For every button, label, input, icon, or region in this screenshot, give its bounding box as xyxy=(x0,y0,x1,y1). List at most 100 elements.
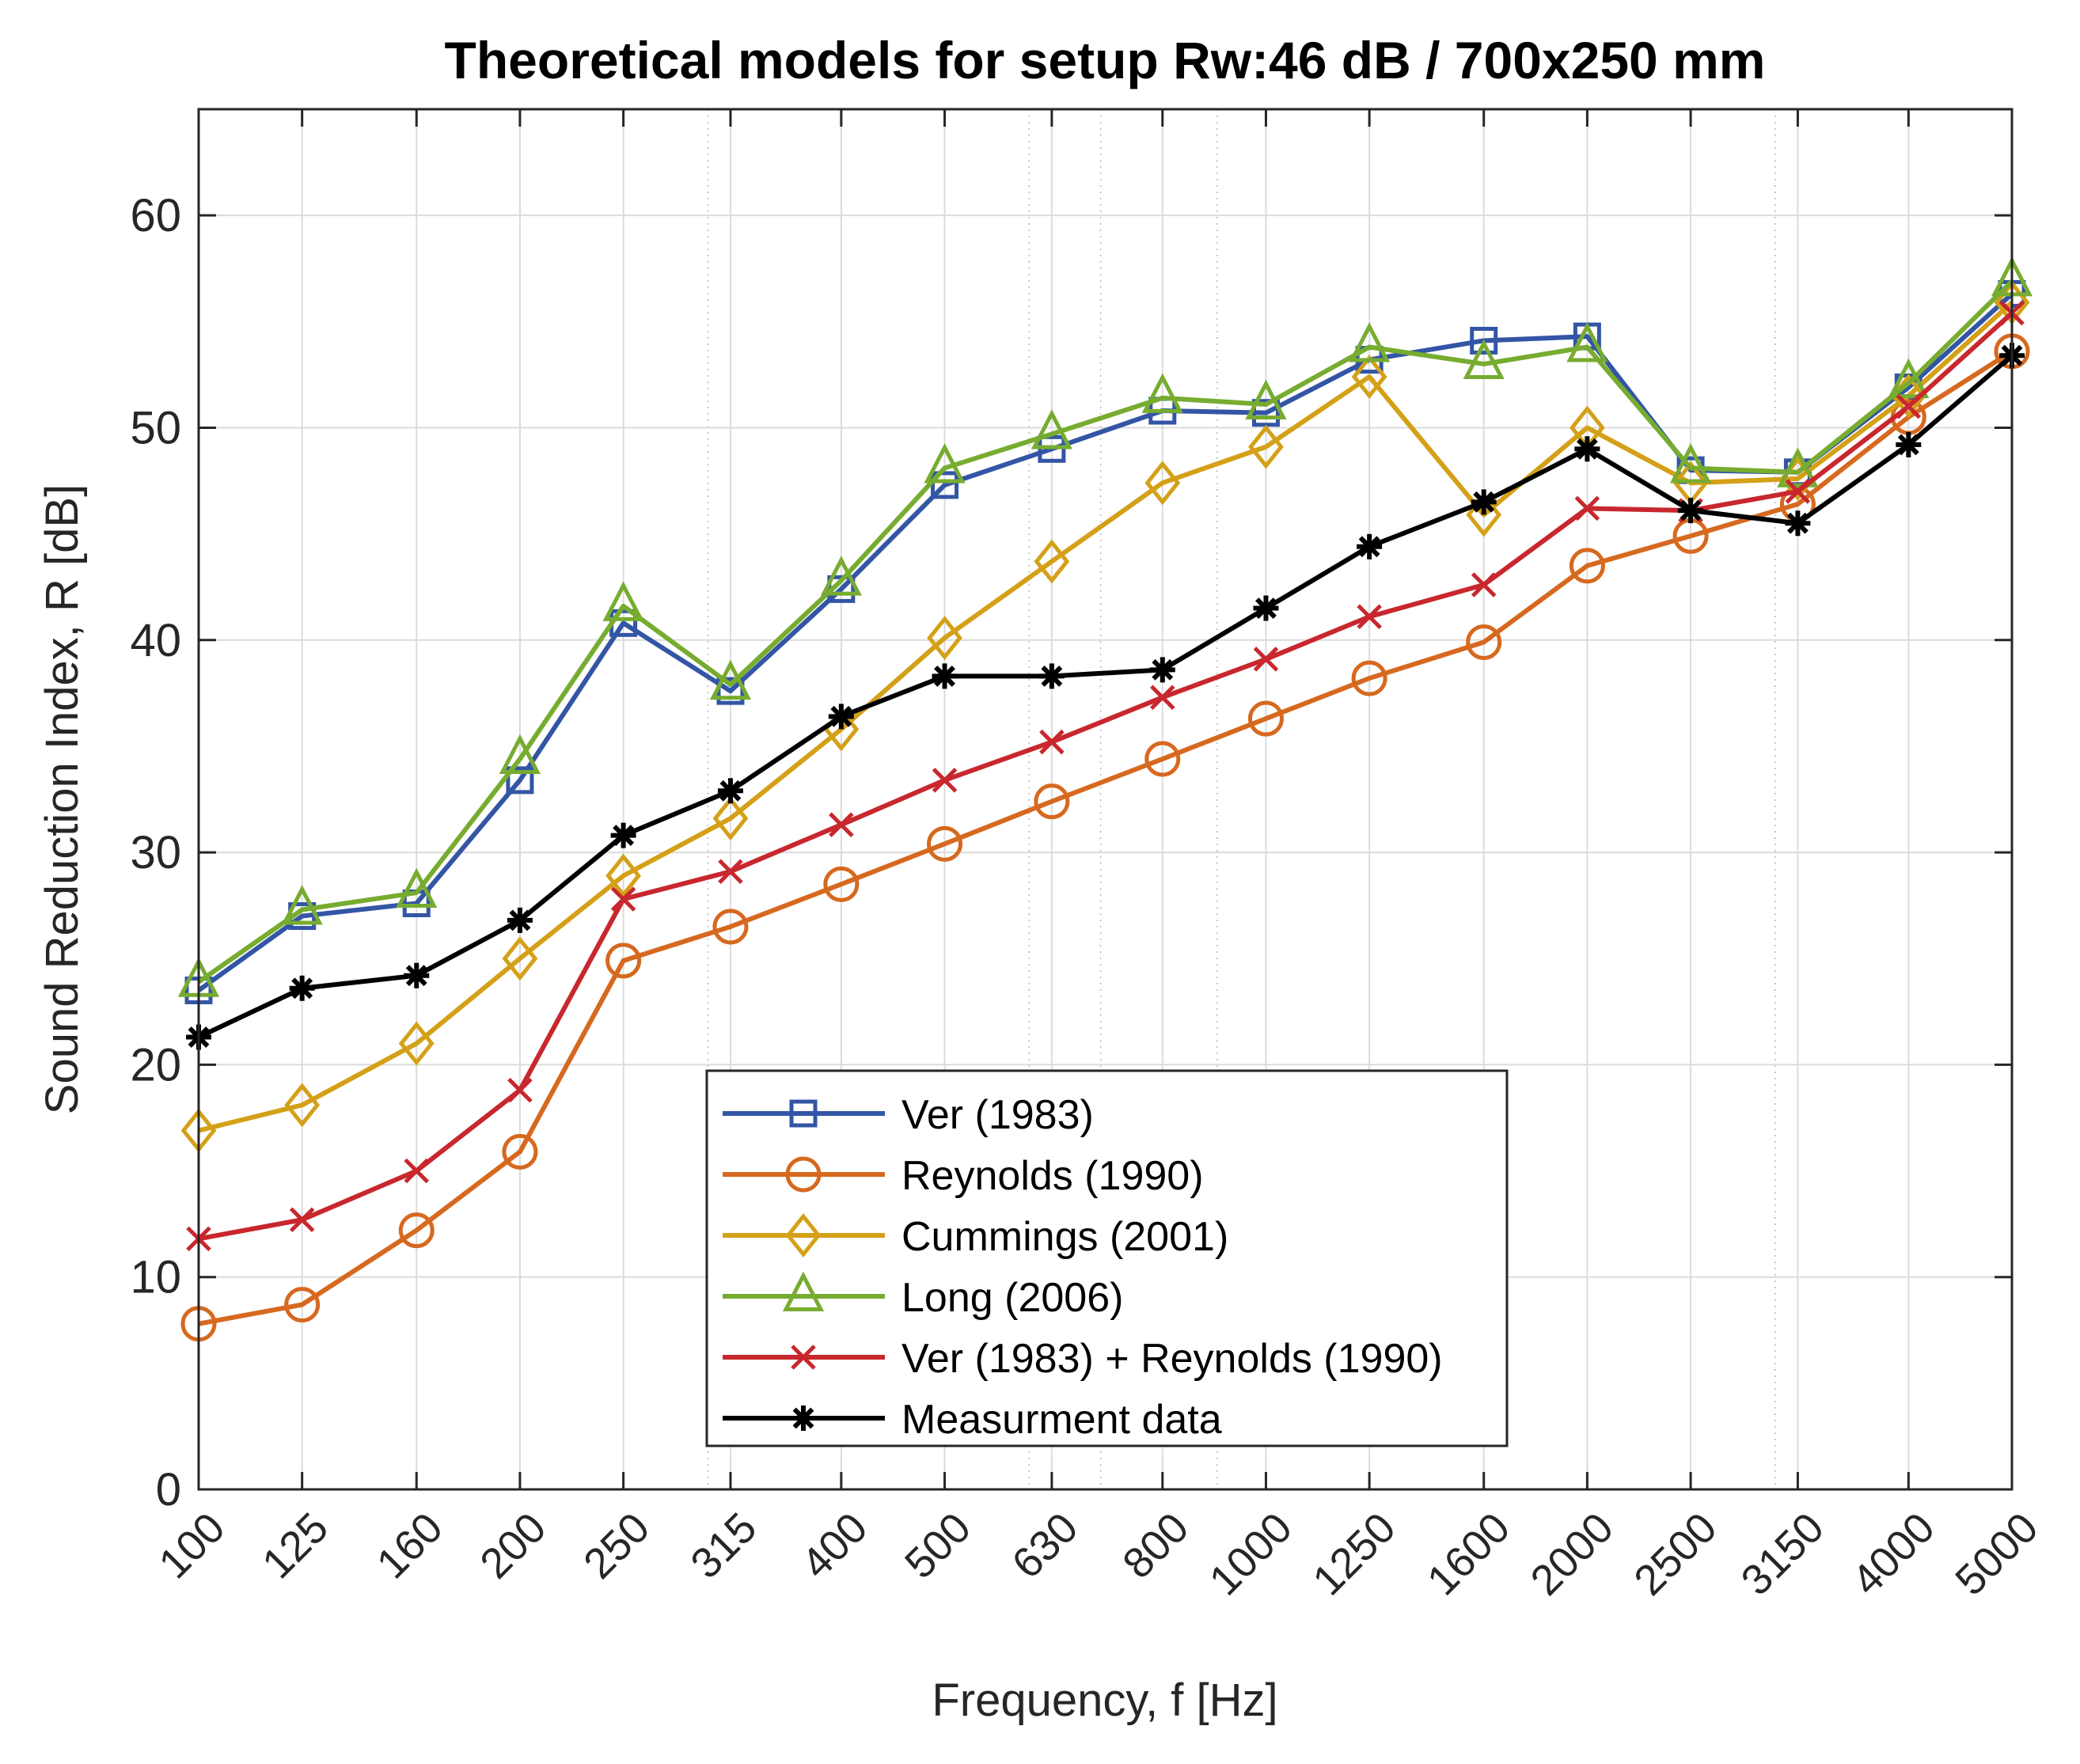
data-point xyxy=(398,1212,435,1249)
data-point xyxy=(1888,358,1930,399)
data-point xyxy=(1351,660,1387,696)
y-tick-label: 40 xyxy=(130,615,181,666)
data-point xyxy=(1031,409,1072,450)
data-point xyxy=(828,704,854,730)
data-point xyxy=(1150,685,1175,710)
data-point xyxy=(820,556,862,596)
data-point xyxy=(602,581,644,621)
data-point xyxy=(396,867,438,909)
axes-frame xyxy=(197,108,2014,1491)
chart-title: Theoretical models for setup Rw:46 dB / … xyxy=(445,31,1766,89)
legend-entry: Reynolds (1990) xyxy=(723,1153,1204,1199)
data-point xyxy=(1034,783,1070,820)
series-6 xyxy=(186,343,2025,1050)
data-point xyxy=(1574,495,1600,522)
data-point xyxy=(1357,604,1382,630)
data-point xyxy=(927,825,963,862)
data-point xyxy=(709,659,752,700)
y-tick-label: 50 xyxy=(130,402,181,453)
series-line xyxy=(197,353,2014,1040)
data-point xyxy=(932,663,958,689)
data-point xyxy=(1785,510,1811,537)
data-point xyxy=(281,885,323,925)
data-point xyxy=(1039,729,1065,755)
legend: Ver (1983) Reynolds (1990) Cummings (2001)… xyxy=(705,1069,1509,1447)
data-point xyxy=(1896,393,1922,419)
data-point xyxy=(1471,489,1497,515)
data-point xyxy=(289,975,315,1001)
data-point xyxy=(1463,339,1505,379)
x-axis-label: Frequency, f [Hz] xyxy=(932,1675,1277,1726)
data-point xyxy=(931,471,959,499)
data-point xyxy=(610,886,636,912)
data-point xyxy=(1569,548,1605,584)
legend-entry: Long (2006) xyxy=(723,1271,1123,1321)
y-axis-label: Sound Reduction Index, R [dB] xyxy=(36,484,88,1114)
y-tick-label: 60 xyxy=(130,190,181,241)
data-point xyxy=(1149,657,1175,683)
legend-marker xyxy=(785,1156,822,1193)
data-point xyxy=(829,812,854,837)
data-point xyxy=(1351,355,1387,400)
legend-marker xyxy=(791,1345,816,1370)
legend-entry: Cummings (2001) xyxy=(723,1212,1228,1260)
data-point xyxy=(1253,595,1279,621)
data-point xyxy=(1034,539,1070,584)
legend-entry: Measurment data xyxy=(723,1397,1222,1443)
data-point xyxy=(284,1287,321,1323)
data-point xyxy=(1144,741,1181,777)
data-point xyxy=(605,853,642,898)
data-point xyxy=(502,936,538,981)
legend-label: Cummings (2001) xyxy=(901,1214,1228,1260)
data-point xyxy=(1678,498,1704,524)
data-point xyxy=(507,1077,533,1103)
data-point xyxy=(712,909,749,945)
data-point xyxy=(1566,322,1608,362)
series-line xyxy=(198,349,2014,1326)
data-point xyxy=(924,443,966,484)
legend-entry: Ver (1983) + Reynolds (1990) xyxy=(723,1336,1443,1382)
legend-label: Measurment data xyxy=(901,1397,1222,1443)
y-tick-label: 0 xyxy=(156,1464,181,1516)
data-point xyxy=(1141,373,1183,413)
data-point xyxy=(605,943,642,979)
data-point xyxy=(1144,461,1181,506)
data-point xyxy=(404,962,430,988)
series-line xyxy=(197,279,2014,984)
data-point xyxy=(502,1133,538,1170)
y-tick-label: 10 xyxy=(130,1252,181,1303)
data-point xyxy=(1785,479,1811,504)
data-point xyxy=(1471,572,1497,597)
legend-marker xyxy=(789,1099,818,1128)
data-point xyxy=(1896,431,1922,457)
data-point xyxy=(718,859,743,884)
data-point xyxy=(1349,322,1391,362)
data-point xyxy=(717,778,743,804)
series-2 xyxy=(180,333,2030,1342)
legend-entry: Ver (1983) xyxy=(723,1092,1094,1138)
data-point xyxy=(1247,700,1284,737)
data-point xyxy=(506,766,534,795)
data-point xyxy=(289,1207,315,1233)
data-point xyxy=(398,1021,435,1066)
data-point xyxy=(1253,647,1279,672)
series-5 xyxy=(186,300,2025,1252)
data-point xyxy=(284,1083,321,1128)
legend-label: Reynolds (1990) xyxy=(901,1153,1204,1199)
legend-box xyxy=(705,1069,1509,1447)
data-point xyxy=(1038,663,1065,689)
data-point xyxy=(1357,533,1383,560)
y-tick-label: 20 xyxy=(130,1039,181,1091)
data-point xyxy=(404,1158,430,1184)
data-point xyxy=(823,866,860,902)
legend-marker xyxy=(785,1212,822,1258)
legend-label: Ver (1983) + Reynolds (1990) xyxy=(901,1336,1443,1382)
legend-label: Ver (1983) xyxy=(901,1092,1094,1138)
data-point xyxy=(499,734,541,775)
data-point xyxy=(610,822,636,848)
legend-marker xyxy=(782,1271,825,1311)
data-point xyxy=(932,768,958,793)
legend-label: Long (2006) xyxy=(901,1275,1123,1321)
